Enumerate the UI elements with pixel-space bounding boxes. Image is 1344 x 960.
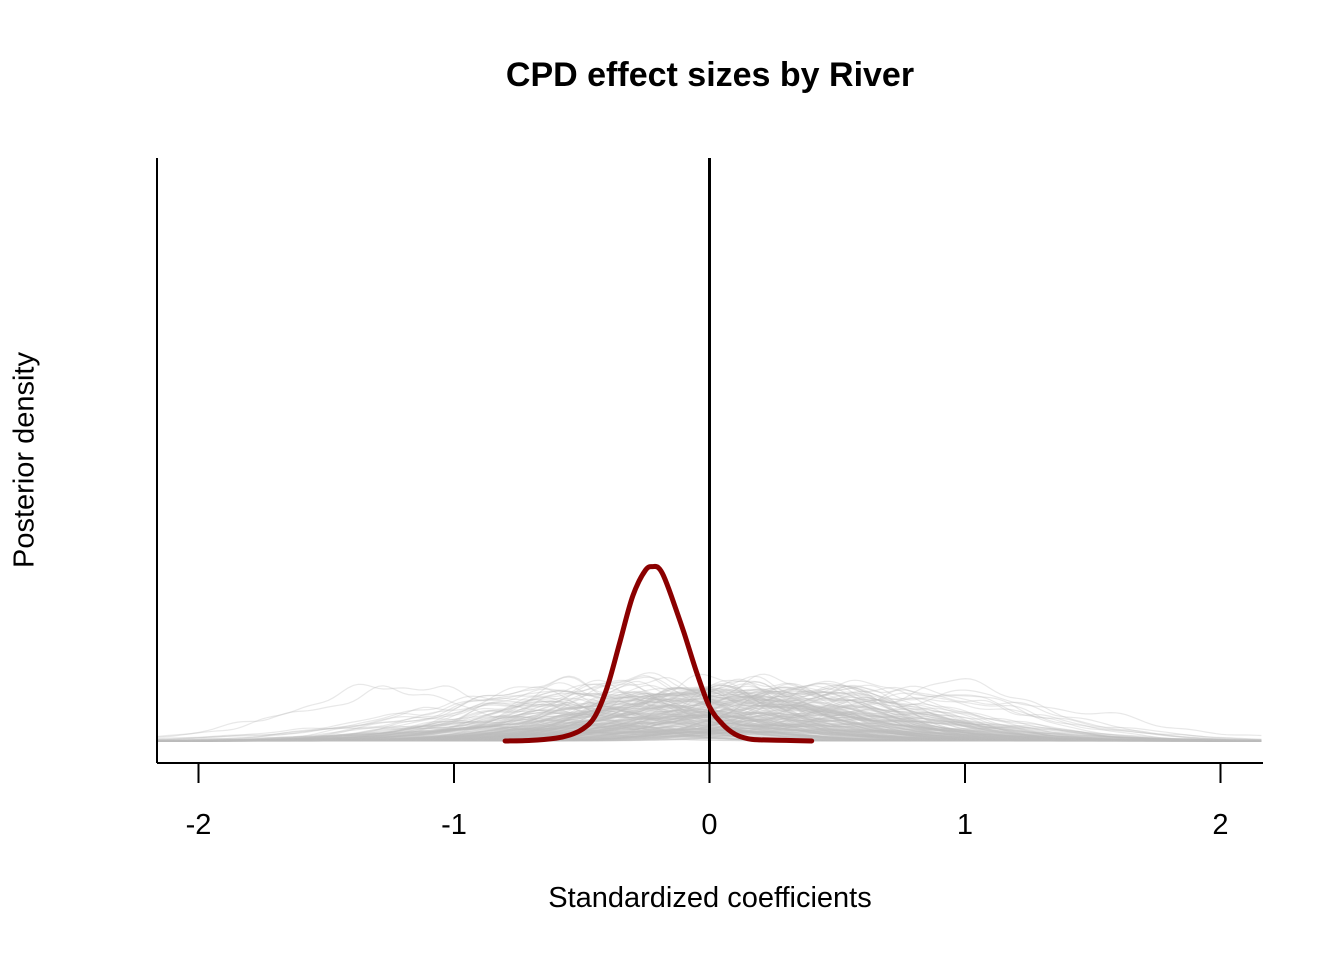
x-tick-label: 0 [701,809,717,841]
x-tick-label: 1 [957,809,973,841]
axes: -2 -1 0 1 2 [156,158,1263,841]
highlight-density-curve [502,563,815,744]
x-tick-label: -2 [186,809,212,841]
highlight-curve-group [502,563,815,744]
x-tick-label: -1 [441,809,467,841]
chart-title: CPD effect sizes by River [505,56,915,94]
x-axis-label: Standardized coefficients [548,882,872,914]
x-tick-label: 2 [1212,809,1228,841]
